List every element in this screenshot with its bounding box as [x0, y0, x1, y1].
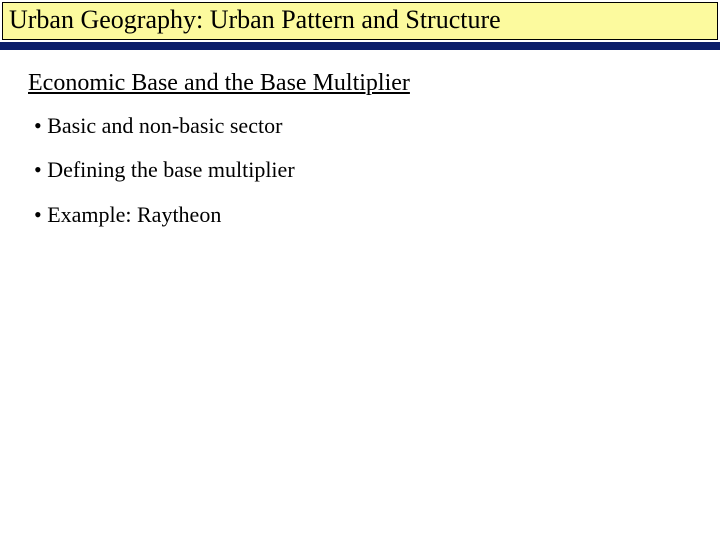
list-item: Example: Raytheon [34, 202, 720, 228]
accent-underline [0, 42, 720, 50]
slide-body: Economic Base and the Base Multiplier Ba… [0, 50, 720, 228]
section-heading: Economic Base and the Base Multiplier [28, 70, 720, 97]
slide: Urban Geography: Urban Pattern and Struc… [0, 2, 720, 540]
bullet-list: Basic and non-basic sector Defining the … [28, 113, 720, 228]
slide-title-bar: Urban Geography: Urban Pattern and Struc… [2, 2, 718, 40]
list-item: Basic and non-basic sector [34, 113, 720, 139]
list-item: Defining the base multiplier [34, 157, 720, 183]
